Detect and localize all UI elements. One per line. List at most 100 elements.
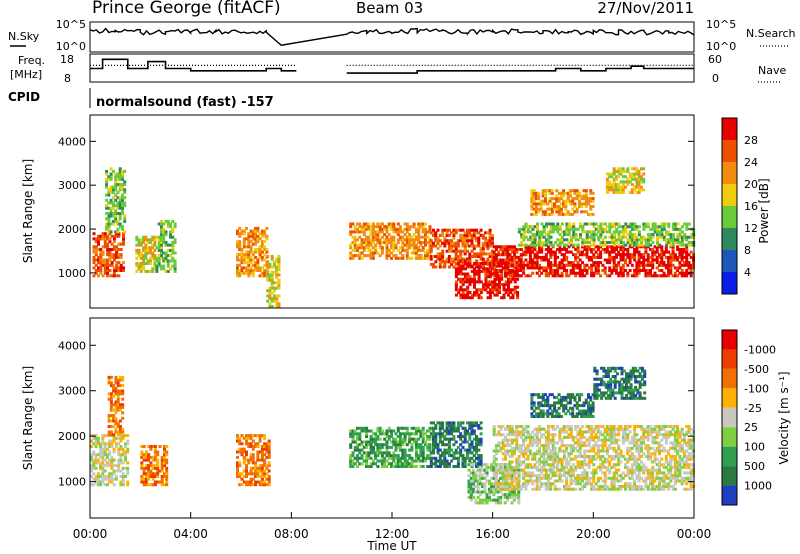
data-cell	[438, 257, 442, 261]
data-cell	[528, 250, 532, 254]
data-cell	[117, 469, 121, 473]
data-cell	[349, 456, 353, 460]
data-cell	[376, 448, 380, 452]
data-cell	[236, 229, 239, 233]
data-cell	[441, 231, 445, 235]
data-cell	[126, 472, 130, 476]
data-cell	[240, 453, 244, 457]
data-cell	[403, 435, 407, 438]
data-cell	[107, 193, 111, 197]
data-cell	[403, 432, 407, 436]
data-cell	[608, 222, 612, 226]
data-cell	[538, 245, 541, 249]
data-cell	[256, 261, 260, 265]
data-cell	[617, 460, 621, 464]
data-cell	[519, 269, 523, 272]
data-cell	[622, 233, 625, 237]
data-cell	[421, 241, 425, 244]
data-cell	[594, 233, 598, 237]
data-cell	[245, 436, 248, 440]
data-cell	[519, 468, 523, 472]
data-cell	[470, 451, 474, 455]
data-cell	[111, 204, 115, 208]
data-cell	[494, 468, 498, 472]
data-cell	[260, 255, 264, 259]
data-cell	[105, 477, 109, 481]
data-cell	[112, 439, 116, 443]
data-cell	[165, 480, 169, 484]
data-cell	[484, 241, 488, 245]
data-cell	[551, 274, 555, 278]
data-cell	[144, 453, 148, 457]
data-cell	[544, 194, 547, 198]
data-cell	[621, 274, 625, 278]
data-cell	[275, 286, 279, 290]
data-cell	[119, 263, 123, 267]
data-cell	[560, 474, 564, 478]
data-cell	[353, 445, 357, 449]
data-cell	[249, 442, 253, 446]
data-cell	[461, 291, 465, 294]
data-cell	[488, 267, 492, 271]
data-cell	[545, 233, 548, 237]
data-cell	[94, 475, 98, 478]
data-cell	[626, 457, 630, 461]
data-cell	[242, 447, 246, 451]
data-cell	[624, 457, 627, 461]
data-cell	[544, 253, 548, 257]
data-cell	[258, 434, 262, 438]
data-cell	[544, 468, 548, 472]
data-cell	[399, 230, 402, 234]
data-cell	[245, 464, 248, 468]
data-cell	[365, 432, 369, 436]
data-cell	[558, 250, 562, 254]
data-cell	[378, 225, 382, 229]
data-cell	[549, 471, 553, 475]
data-cell	[96, 472, 100, 476]
data-cell	[495, 291, 499, 294]
data-cell	[558, 457, 562, 461]
data-cell	[267, 450, 271, 454]
data-cell	[504, 487, 507, 491]
data-cell	[394, 243, 398, 247]
data-cell	[99, 483, 103, 487]
data-cell	[509, 280, 513, 284]
data-cell	[689, 263, 693, 267]
data-cell	[510, 487, 514, 491]
data-cell	[403, 243, 407, 247]
data-cell	[644, 263, 648, 267]
data-cell	[556, 457, 560, 461]
data-cell	[644, 258, 648, 262]
data-cell	[367, 235, 371, 239]
data-cell	[115, 261, 119, 265]
data-cell	[399, 426, 402, 430]
data-cell	[401, 248, 405, 252]
data-cell	[671, 258, 675, 262]
data-cell	[123, 230, 127, 234]
data-cell	[587, 245, 591, 249]
data-cell	[541, 202, 545, 206]
data-cell	[142, 455, 146, 459]
data-cell	[498, 285, 501, 289]
data-cell	[603, 471, 607, 475]
data-cell	[477, 252, 481, 256]
data-cell	[590, 471, 594, 475]
data-cell	[238, 483, 242, 487]
data-cell	[256, 250, 260, 254]
data-cell	[587, 449, 591, 453]
data-cell	[434, 244, 438, 248]
data-cell	[401, 238, 405, 242]
data-cell	[585, 253, 589, 257]
data-cell	[470, 228, 474, 232]
data-cell	[270, 286, 274, 290]
data-cell	[385, 225, 389, 229]
data-cell	[531, 271, 535, 275]
data-cell	[390, 251, 393, 255]
data-cell	[114, 175, 118, 179]
data-cell	[484, 277, 488, 281]
data-cell	[541, 189, 545, 193]
data-cell	[142, 246, 146, 250]
data-cell	[119, 242, 123, 246]
data-cell	[463, 257, 467, 261]
data-cell	[432, 228, 435, 232]
